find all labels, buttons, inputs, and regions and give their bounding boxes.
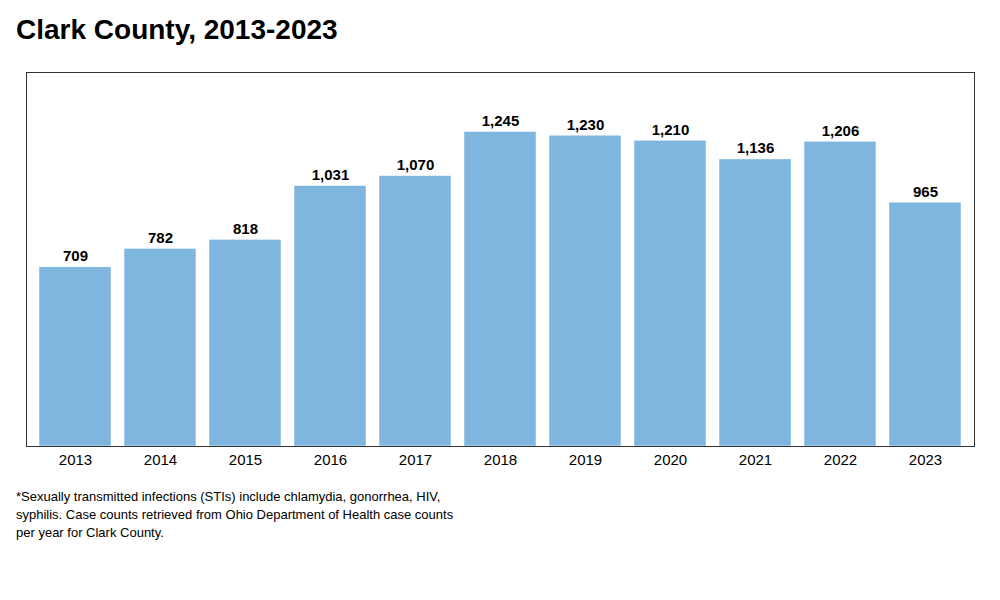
svg-text:2021: 2021 (739, 451, 772, 468)
svg-text:1,230: 1,230 (567, 116, 605, 133)
svg-text:2017: 2017 (399, 451, 432, 468)
svg-text:709: 709 (63, 247, 88, 264)
svg-text:1,206: 1,206 (822, 122, 860, 139)
svg-text:2019: 2019 (569, 451, 602, 468)
svg-text:2022: 2022 (824, 451, 857, 468)
html-text:Clark County, 2013-2023: Clark County, 2013-2023 (16, 14, 338, 45)
svg-text:2013: 2013 (59, 451, 92, 468)
svg-text:818: 818 (233, 220, 258, 237)
svg-text:2020: 2020 (654, 451, 687, 468)
svg-text:1,136: 1,136 (737, 139, 775, 156)
svg-text:1,031: 1,031 (312, 166, 350, 183)
svg-text:1,070: 1,070 (397, 156, 435, 173)
svg-text:2018: 2018 (484, 451, 517, 468)
svg-text:2016: 2016 (314, 451, 347, 468)
svg-text:2023: 2023 (909, 451, 942, 468)
svg-text:782: 782 (148, 229, 173, 246)
svg-text:1,245: 1,245 (482, 112, 520, 129)
svg-text:2014: 2014 (144, 451, 177, 468)
html-text:per year for Clark County.: per year for Clark County. (16, 525, 164, 541)
svg-text:2015: 2015 (229, 451, 262, 468)
svg-text:1,210: 1,210 (652, 121, 690, 138)
svg-text:965: 965 (913, 183, 938, 200)
html-text:syphilis. Case counts retrieve: syphilis. Case counts retrieved from Ohi… (16, 507, 454, 523)
html-text:*Sexually transmitted infectio: *Sexually transmitted infections (STIs) … (16, 489, 441, 504)
